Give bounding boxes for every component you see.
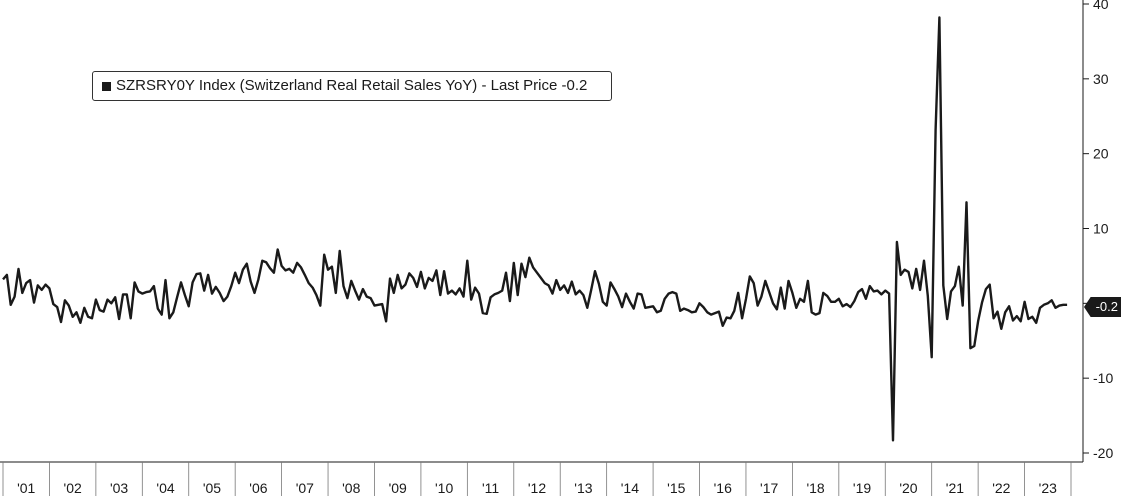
- legend: SZRSRY0Y Index (Switzerland Real Retail …: [92, 71, 612, 101]
- x-tick-label: '09: [389, 480, 407, 496]
- x-tick-label: '06: [249, 480, 267, 496]
- series-line: [2, 16, 1068, 442]
- x-tick-label: '02: [64, 480, 82, 496]
- y-tick-label: -20: [1093, 445, 1113, 461]
- plot-area: [2, 16, 1068, 442]
- y-tick-label: 40: [1093, 0, 1109, 12]
- x-tick-label: '17: [760, 480, 778, 496]
- x-tick-label: '14: [621, 480, 639, 496]
- x-axis: '01 '02 '03 '04 '05 '06 '07 '08 '09 '10 '11 '12 '13 '…: [0, 461, 1083, 496]
- x-tick-label: '10: [435, 480, 453, 496]
- x-tick-label: '07: [296, 480, 314, 496]
- y-tick-label: -10: [1093, 370, 1113, 386]
- x-tick-label: '22: [992, 480, 1010, 496]
- last-price-label: -0.2: [1084, 297, 1121, 317]
- x-tick-label: '19: [853, 480, 871, 496]
- x-tick-label: '15: [667, 480, 685, 496]
- y-tick-label: 30: [1093, 71, 1109, 87]
- legend-swatch: [102, 82, 111, 91]
- x-tick-label: '05: [203, 480, 221, 496]
- legend-text: SZRSRY0Y Index (Switzerland Real Retail …: [116, 77, 588, 94]
- x-tick-label: '03: [110, 480, 128, 496]
- x-tick-label: '11: [482, 480, 499, 496]
- x-tick-label: '18: [806, 480, 824, 496]
- x-tick-label: '16: [714, 480, 732, 496]
- x-tick-label: '12: [528, 480, 546, 496]
- x-tick-label: '23: [1039, 480, 1057, 496]
- x-tick-label: '08: [342, 480, 360, 496]
- x-tick-label: '01: [17, 480, 35, 496]
- y-axis: -20-10010203040: [1082, 0, 1113, 462]
- y-tick-label: 10: [1093, 221, 1109, 237]
- y-tick-label: 20: [1093, 146, 1109, 162]
- x-tick-label: '20: [899, 480, 917, 496]
- x-tick-label: '04: [156, 480, 174, 496]
- x-tick-label: '13: [574, 480, 592, 496]
- x-tick-label: '21: [946, 480, 964, 496]
